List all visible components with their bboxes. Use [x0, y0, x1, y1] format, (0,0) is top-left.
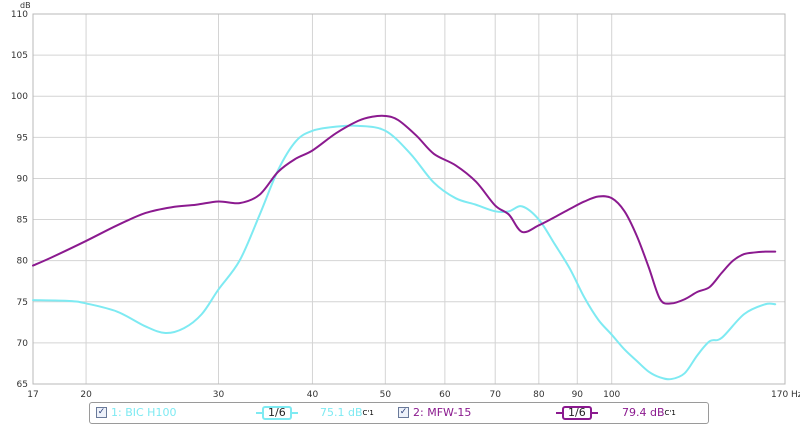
series-line-1: [32, 124, 777, 381]
checkmark-icon: ✓: [399, 407, 408, 417]
x-tick-label: 80: [533, 390, 545, 400]
smoothing-control-1[interactable]: 1/6: [256, 405, 298, 421]
legend-level-sup-2: C'1: [664, 408, 676, 417]
x-tick-label: 90: [572, 390, 584, 400]
series-line-2: [32, 114, 777, 305]
plot-border: [32, 13, 786, 385]
y-tick-label: 90: [17, 174, 29, 184]
legend-checkbox-2[interactable]: ✓: [398, 407, 409, 418]
legend-line-swatch-1: [256, 412, 262, 414]
smoothing-value-2: 1/6: [562, 406, 592, 420]
legend-item-2[interactable]: ✓ 2: MFW-15: [398, 406, 471, 419]
x-tick-label: 30: [213, 390, 225, 400]
y-tick-label: 85: [17, 216, 28, 226]
x-tick-label: 70: [489, 390, 501, 400]
legend: ✓ 1: BIC H100 1/6 75.1 dB C'1 ✓ 2: MFW-15…: [89, 402, 709, 424]
y-tick-label: 75: [17, 298, 28, 308]
x-tick-label: 60: [439, 390, 451, 400]
y-tick-label: 80: [17, 257, 29, 267]
y-tick-label: 95: [17, 133, 28, 143]
legend-label-1: 1: BIC H100: [111, 406, 177, 419]
legend-line-swatch-2b: [591, 412, 598, 414]
legend-line-swatch-2: [556, 412, 562, 414]
smoothing-control-2[interactable]: 1/6: [556, 405, 598, 421]
y-axis-ticks: 65 70 75 80 85 90 95 100 105 110: [11, 10, 28, 390]
x-tick-label: 170 Hz: [771, 390, 800, 400]
x-tick-label: 20: [80, 390, 92, 400]
legend-level-2-wrap: 79.4 dB C'1: [622, 406, 676, 419]
legend-checkbox-1[interactable]: ✓: [96, 407, 107, 418]
legend-level-2: 79.4 dB: [622, 406, 665, 419]
legend-level-sup-1: C'1: [362, 408, 374, 417]
y-tick-label: 70: [17, 339, 29, 349]
x-tick-label: 17: [27, 390, 38, 400]
legend-line-swatch-1b: [291, 412, 298, 414]
x-axis-ticks: 17 20 30 40 50 60 70 80 90 100 170 Hz: [27, 390, 800, 400]
y-tick-label: 105: [11, 51, 28, 61]
y-tick-label: 110: [11, 10, 28, 20]
series-lines: [32, 114, 777, 381]
y-axis-unit-label: dB: [20, 1, 31, 10]
legend-label-2: 2: MFW-15: [413, 406, 472, 419]
legend-level-1: 75.1 dB: [320, 406, 363, 419]
checkmark-icon: ✓: [97, 407, 106, 417]
x-tick-label: 40: [307, 390, 319, 400]
y-tick-label: 65: [17, 380, 28, 390]
legend-level-1-wrap: 75.1 dB C'1: [320, 406, 374, 419]
x-tick-label: 100: [603, 390, 620, 400]
frequency-response-chart: 65 70 75 80 85 90 95 100 105 110 17 20 30 40 50 60 70 80…: [11, 1, 800, 400]
x-tick-label: 50: [380, 390, 392, 400]
smoothing-value-1: 1/6: [262, 406, 292, 420]
y-tick-label: 100: [11, 92, 28, 102]
legend-item-1[interactable]: ✓ 1: BIC H100: [96, 406, 176, 419]
plot-background: [33, 14, 785, 384]
